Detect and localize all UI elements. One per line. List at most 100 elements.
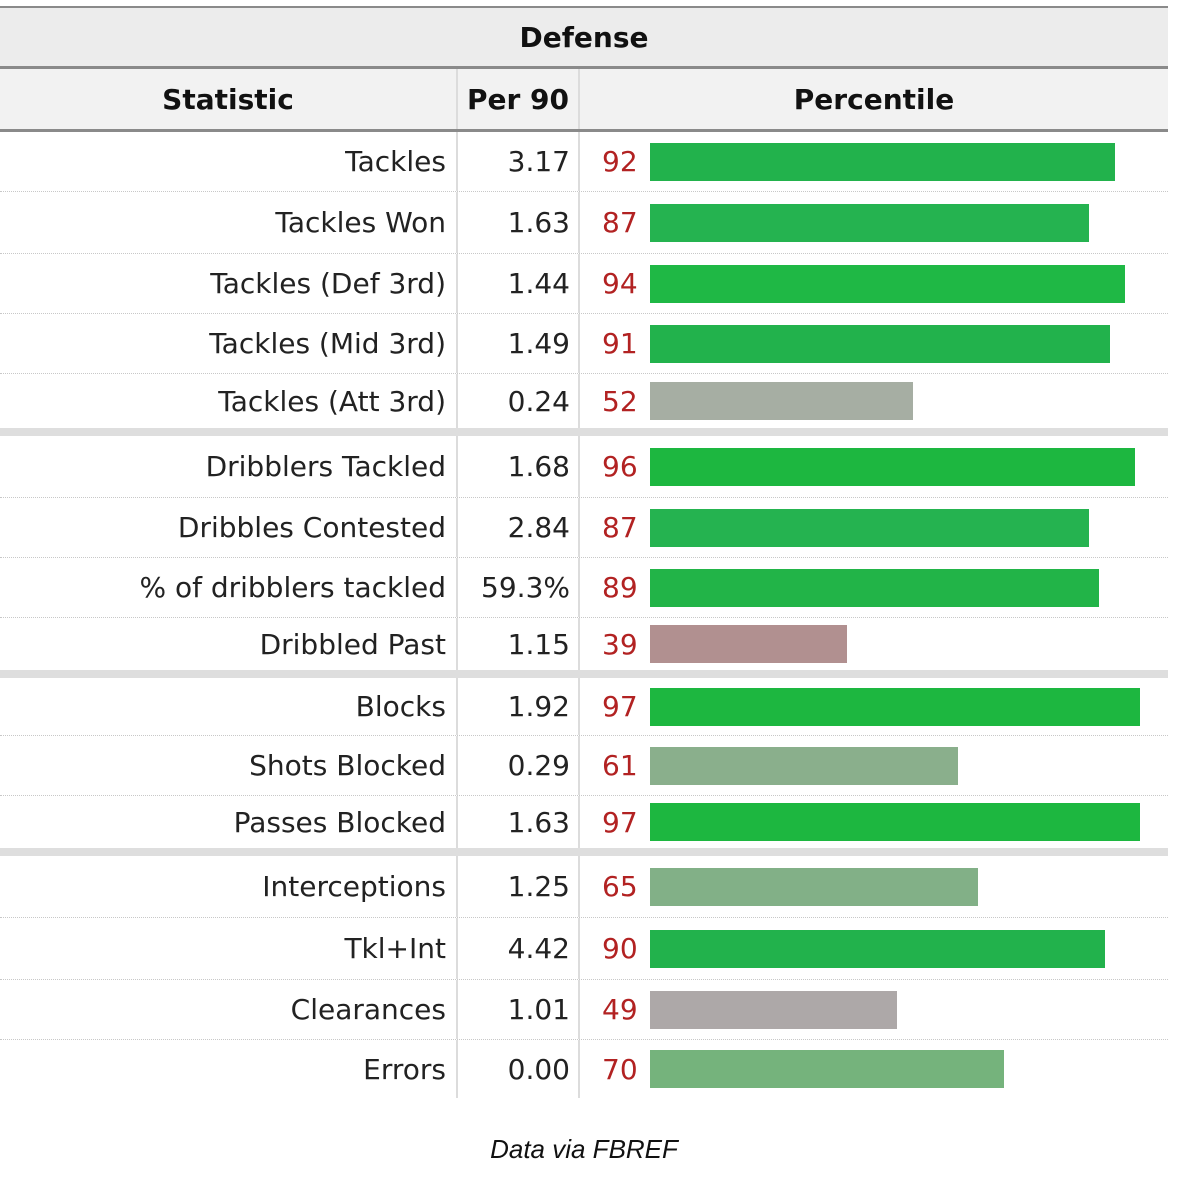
per90-value: 0.29 — [456, 736, 580, 795]
percentile-value: 61 — [602, 749, 638, 782]
statistic-label: Dribblers Tackled — [205, 450, 446, 483]
percentile-value: 92 — [602, 145, 638, 178]
statistic-label: Tackles (Def 3rd) — [210, 267, 446, 300]
statistic-label: Clearances — [290, 993, 446, 1026]
percentile-bar — [650, 1050, 1004, 1088]
defense-table: Defense Statistic Per 90 Percentile Tack… — [0, 6, 1168, 1098]
table-row: Shots Blocked 0.29 61 — [0, 736, 1168, 796]
header-percentile: Percentile — [793, 82, 955, 116]
percentile-bar — [650, 687, 1140, 726]
table-row: Blocks 1.92 97 — [0, 678, 1168, 736]
statistic-label: Interceptions — [262, 870, 446, 903]
per90-value: 1.25 — [456, 856, 580, 917]
table-row: Tackles Won 1.63 87 — [0, 192, 1168, 254]
per90-value: 0.00 — [456, 1040, 580, 1098]
percentile-value: 97 — [602, 805, 638, 839]
per90-value: 59.3% — [456, 558, 580, 617]
percentile-cell: 96 — [580, 436, 1168, 497]
statistic-label: Blocks — [355, 690, 446, 723]
percentile-bar — [650, 746, 958, 785]
percentile-bar — [650, 324, 1110, 363]
percentile-value: 96 — [602, 450, 638, 483]
statistic-label: Errors — [363, 1052, 446, 1086]
percentile-bar — [650, 867, 978, 906]
header-row: Statistic Per 90 Percentile — [0, 69, 1168, 132]
percentile-value: 94 — [602, 267, 638, 300]
percentile-cell: 39 — [580, 618, 1168, 670]
percentile-bar — [650, 142, 1115, 181]
percentile-bar — [650, 803, 1140, 841]
table-title: Defense — [0, 8, 1168, 69]
table-row: Tackles (Def 3rd) 1.44 94 — [0, 254, 1168, 314]
percentile-cell: 52 — [580, 374, 1168, 428]
footnote: Data via FBREF — [490, 1134, 678, 1164]
percentile-value: 52 — [602, 384, 638, 418]
per90-value: 1.15 — [456, 618, 580, 670]
table-row: Tackles (Mid 3rd) 1.49 91 — [0, 314, 1168, 374]
percentile-cell: 91 — [580, 314, 1168, 373]
percentile-cell: 97 — [580, 796, 1168, 848]
percentile-value: 49 — [602, 993, 638, 1026]
header-per90: Per 90 — [456, 69, 580, 129]
table-row: Dribblers Tackled 1.68 96 — [0, 436, 1168, 498]
percentile-cell: 87 — [580, 192, 1168, 253]
percentile-cell: 61 — [580, 736, 1168, 795]
per90-value: 1.44 — [456, 254, 580, 313]
header-statistic: Statistic — [162, 82, 294, 116]
table-row: Interceptions 1.25 65 — [0, 856, 1168, 918]
percentile-cell: 89 — [580, 558, 1168, 617]
statistic-label: Tackles Won — [275, 206, 446, 239]
statistic-label: Tackles (Mid 3rd) — [209, 327, 446, 360]
percentile-value: 91 — [602, 327, 638, 360]
per90-value: 1.01 — [456, 980, 580, 1039]
table-row: Clearances 1.01 49 — [0, 980, 1168, 1040]
percentile-bar — [650, 203, 1089, 242]
table-row: Dribbled Past 1.15 39 — [0, 618, 1168, 678]
percentile-value: 87 — [602, 511, 638, 544]
per90-value: 1.49 — [456, 314, 580, 373]
percentile-bar — [650, 929, 1105, 968]
percentile-value: 39 — [602, 627, 638, 661]
percentile-value: 65 — [602, 870, 638, 903]
percentile-bar — [650, 568, 1099, 607]
per90-value: 1.63 — [456, 796, 580, 848]
table-row: Tackles (Att 3rd) 0.24 52 — [0, 374, 1168, 436]
percentile-cell: 65 — [580, 856, 1168, 917]
table-row: Tackles 3.17 92 — [0, 132, 1168, 192]
table-row: Errors 0.00 70 — [0, 1040, 1168, 1098]
percentile-cell: 92 — [580, 132, 1168, 191]
percentile-value: 70 — [602, 1052, 638, 1086]
percentile-bar — [650, 264, 1125, 303]
table-row: Tkl+Int 4.42 90 — [0, 918, 1168, 980]
percentile-cell: 94 — [580, 254, 1168, 313]
statistic-label: Passes Blocked — [233, 805, 446, 839]
per90-value: 1.68 — [456, 436, 580, 497]
percentile-value: 90 — [602, 932, 638, 965]
percentile-value: 89 — [602, 571, 638, 604]
percentile-value: 97 — [602, 690, 638, 723]
table-row: % of dribblers tackled 59.3% 89 — [0, 558, 1168, 618]
table-row: Passes Blocked 1.63 97 — [0, 796, 1168, 856]
per90-value: 0.24 — [456, 374, 580, 428]
statistic-label: Dribbled Past — [259, 627, 446, 661]
statistic-label: Tackles — [345, 145, 446, 178]
table-body: Tackles 3.17 92 Tackles Won 1.63 87 Tackles (D… — [0, 132, 1168, 1098]
per90-value: 3.17 — [456, 132, 580, 191]
percentile-cell: 97 — [580, 678, 1168, 735]
percentile-bar — [650, 447, 1135, 486]
percentile-bar — [650, 382, 913, 420]
percentile-value: 87 — [602, 206, 638, 239]
per90-value: 4.42 — [456, 918, 580, 979]
percentile-cell: 70 — [580, 1040, 1168, 1098]
statistic-label: Tackles (Att 3rd) — [218, 384, 446, 418]
statistic-label: Dribbles Contested — [177, 511, 446, 544]
per90-value: 1.63 — [456, 192, 580, 253]
percentile-bar — [650, 990, 897, 1029]
percentile-bar — [650, 625, 847, 663]
per90-value: 2.84 — [456, 498, 580, 557]
statistic-label: Tkl+Int — [344, 932, 446, 965]
per90-value: 1.92 — [456, 678, 580, 735]
percentile-cell: 87 — [580, 498, 1168, 557]
statistic-label: Shots Blocked — [249, 749, 446, 782]
